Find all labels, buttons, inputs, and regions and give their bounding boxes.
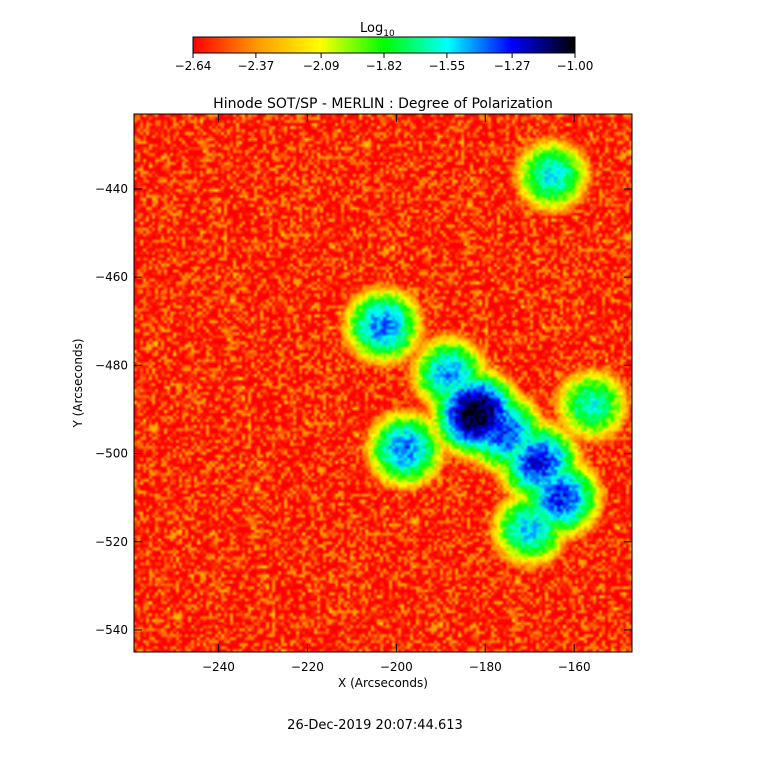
x-tick-label: −220: [291, 660, 324, 674]
y-tick-label: −460: [95, 270, 128, 284]
timestamp: 26-Dec-2019 20:07:44.613: [287, 718, 463, 733]
y-tick-label: −480: [95, 358, 128, 372]
colorbar-tick-label: −1.82: [366, 59, 403, 73]
colorbar-tick-label: −2.09: [303, 59, 340, 73]
x-tick-label: −200: [380, 660, 413, 674]
y-tick-label: −540: [95, 623, 128, 637]
plot-area: −240 −220 −200 −180 −160 −440 −460 −480 −500 −52…: [95, 113, 633, 674]
colorbar-tick-label: −1.27: [494, 59, 531, 73]
x-tick-label: −240: [202, 660, 235, 674]
colorbar: Log10 −2.64 −2.37 −2.09 −1.82 −1.55 −1.27 −1.0…: [175, 21, 594, 73]
x-tick-label: −180: [469, 660, 502, 674]
colorbar-tick-label: −2.64: [175, 59, 212, 73]
colorbar-tick-label: −2.37: [237, 59, 274, 73]
colorbar-tick-label: −1.00: [557, 59, 594, 73]
x-axis-label: X (Arcseconds): [338, 676, 428, 690]
colorbar-label-subscript: 10: [383, 29, 395, 39]
colorbar-bar: [192, 36, 576, 54]
polarization-heatmap: [134, 114, 632, 652]
colorbar-ticks: −2.64 −2.37 −2.09 −1.82 −1.55 −1.27 −1.00: [175, 53, 594, 73]
y-tick-label: −500: [95, 447, 128, 461]
colorbar-tick-label: −1.55: [428, 59, 465, 73]
chart-title: Hinode SOT/SP - MERLIN : Degree of Polar…: [213, 96, 553, 112]
x-axis-ticks: −240 −220 −200 −180 −160: [202, 114, 591, 674]
colorbar-label: Log10: [360, 21, 395, 39]
y-axis-label: Y (Arcseconds): [71, 338, 85, 428]
y-tick-label: −440: [95, 182, 128, 196]
y-axis-ticks: −440 −460 −480 −500 −520 −540: [95, 182, 632, 637]
x-tick-label: −160: [558, 660, 591, 674]
plot-frame: [133, 113, 633, 653]
y-tick-label: −520: [95, 535, 128, 549]
